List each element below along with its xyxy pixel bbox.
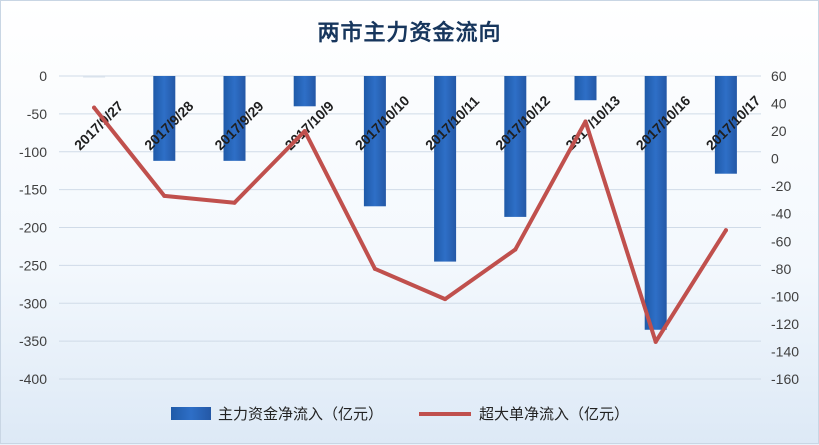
y-left-tick-label: -100 xyxy=(19,144,47,160)
line-point xyxy=(302,129,307,134)
y-right-tick-label: 0 xyxy=(771,151,779,167)
bar xyxy=(293,76,316,107)
line-point xyxy=(232,200,237,205)
y-left-tick-label: -250 xyxy=(19,257,47,273)
x-category-label: 2017/9/27 xyxy=(71,98,127,154)
line-point xyxy=(513,247,518,252)
y-right-tick-label: -80 xyxy=(771,261,791,277)
y-left-tick-label: -300 xyxy=(19,295,47,311)
line-point xyxy=(443,297,448,302)
line-point xyxy=(583,119,588,124)
legend-label-super-large: 超大单净流入（亿元） xyxy=(479,406,629,423)
line-point xyxy=(92,105,97,110)
y-left-tick-label: -350 xyxy=(19,333,47,349)
bar xyxy=(153,76,176,161)
bar xyxy=(504,76,527,217)
bar xyxy=(83,76,106,78)
legend-swatch-bar xyxy=(171,407,211,420)
line-point xyxy=(162,193,167,198)
bar xyxy=(714,76,737,174)
y-right-tick-label: -120 xyxy=(771,316,799,332)
legend-label-main-funds: 主力资金净流入（亿元） xyxy=(218,406,383,423)
line-point xyxy=(723,228,728,233)
y-left-tick-label: -400 xyxy=(19,371,47,387)
y-right-tick-label: 40 xyxy=(771,96,787,112)
y-left-tick-label: -200 xyxy=(19,220,47,236)
y-right-tick-label: -20 xyxy=(771,178,791,194)
bar xyxy=(434,76,457,262)
y-right-tick-label: 20 xyxy=(771,123,787,139)
bar xyxy=(574,76,597,101)
y-right-tick-label: -160 xyxy=(771,371,799,387)
line-point xyxy=(372,266,377,271)
bar xyxy=(363,76,386,207)
y-right-tick-label: -100 xyxy=(771,288,799,304)
y-right-tick-label: 60 xyxy=(771,68,787,84)
line-series-super-large-orders xyxy=(92,105,728,344)
y-right-tick-label: -60 xyxy=(771,233,791,249)
y-left-tick-label: 0 xyxy=(39,68,47,84)
chart-title: 两市主力资金流向 xyxy=(317,20,502,45)
y-left-tick-label: -50 xyxy=(27,106,47,122)
bar xyxy=(223,76,246,161)
y-right-tick-label: -140 xyxy=(771,343,799,359)
line-point xyxy=(653,339,658,344)
bar xyxy=(644,76,667,330)
y-right-tick-label: -40 xyxy=(771,206,791,222)
y-left-tick-label: -150 xyxy=(19,182,47,198)
